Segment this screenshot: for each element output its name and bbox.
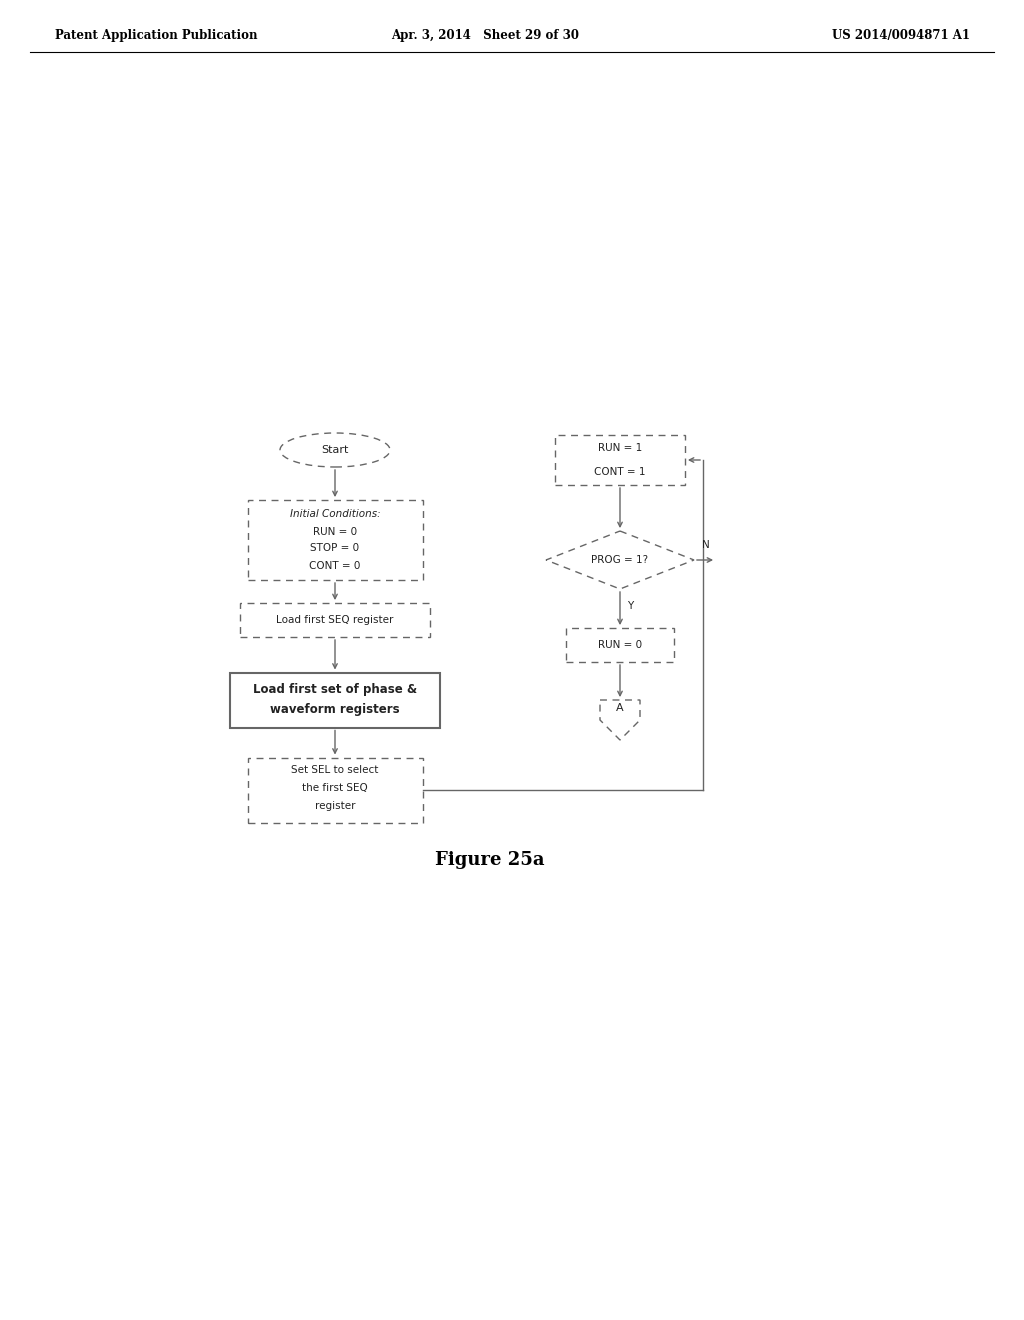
Text: A: A (616, 704, 624, 713)
Text: Set SEL to select: Set SEL to select (291, 766, 379, 775)
Text: Apr. 3, 2014   Sheet 29 of 30: Apr. 3, 2014 Sheet 29 of 30 (391, 29, 579, 41)
Text: Load first set of phase &: Load first set of phase & (253, 684, 417, 697)
Text: US 2014/0094871 A1: US 2014/0094871 A1 (831, 29, 970, 41)
Text: RUN = 0: RUN = 0 (313, 527, 357, 537)
Text: Load first SEQ register: Load first SEQ register (276, 615, 393, 624)
Bar (566, 628, 674, 663)
Text: Patent Application Publication: Patent Application Publication (55, 29, 257, 41)
Bar (240, 603, 430, 638)
Text: N: N (702, 540, 710, 550)
Polygon shape (546, 531, 694, 589)
Bar (230, 672, 440, 727)
Text: the first SEQ: the first SEQ (302, 783, 368, 793)
Ellipse shape (280, 433, 390, 467)
Text: PROG = 1?: PROG = 1? (592, 554, 648, 565)
Text: Figure 25a: Figure 25a (435, 851, 545, 869)
Text: Y: Y (627, 601, 633, 611)
Text: CONT = 0: CONT = 0 (309, 561, 360, 572)
Bar (555, 436, 685, 484)
Text: CONT = 1: CONT = 1 (594, 467, 646, 477)
Bar (248, 500, 423, 579)
Text: RUN = 1: RUN = 1 (598, 444, 642, 453)
Text: waveform registers: waveform registers (270, 704, 399, 717)
Text: register: register (314, 801, 355, 810)
Text: RUN = 0: RUN = 0 (598, 640, 642, 649)
Text: STOP = 0: STOP = 0 (310, 543, 359, 553)
Text: Initial Conditions:: Initial Conditions: (290, 510, 380, 519)
Text: Start: Start (322, 445, 349, 455)
Bar (248, 758, 423, 822)
Polygon shape (600, 700, 640, 741)
